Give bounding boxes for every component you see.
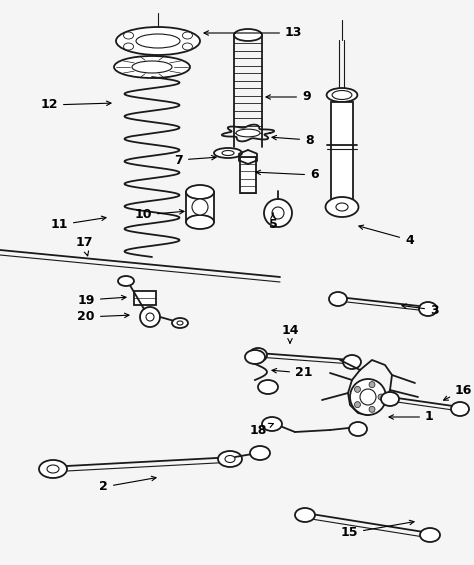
Ellipse shape: [262, 417, 282, 431]
Text: 6: 6: [256, 168, 319, 181]
Text: 8: 8: [272, 133, 314, 146]
Text: 18: 18: [250, 423, 273, 437]
Text: 21: 21: [272, 367, 312, 380]
Ellipse shape: [451, 402, 469, 416]
Ellipse shape: [332, 90, 352, 99]
Bar: [186, 192, 214, 222]
Ellipse shape: [39, 460, 67, 478]
Ellipse shape: [236, 129, 260, 137]
Bar: [331, 102, 353, 207]
Ellipse shape: [114, 56, 190, 78]
Ellipse shape: [295, 508, 315, 522]
Text: 16: 16: [444, 384, 473, 400]
Text: 2: 2: [99, 476, 156, 493]
Text: 14: 14: [281, 324, 299, 343]
Text: 17: 17: [75, 237, 93, 256]
Ellipse shape: [118, 276, 134, 286]
Ellipse shape: [272, 207, 284, 219]
Ellipse shape: [222, 150, 234, 155]
Ellipse shape: [258, 380, 278, 394]
Ellipse shape: [343, 355, 361, 369]
Ellipse shape: [355, 386, 361, 392]
Text: 4: 4: [359, 225, 414, 246]
Ellipse shape: [250, 446, 270, 460]
Text: 15: 15: [340, 520, 414, 540]
Text: 12: 12: [40, 98, 111, 111]
Ellipse shape: [146, 313, 154, 321]
Ellipse shape: [47, 465, 59, 473]
Text: 3: 3: [402, 303, 438, 316]
Ellipse shape: [172, 318, 188, 328]
Ellipse shape: [182, 43, 192, 50]
Ellipse shape: [192, 199, 208, 215]
Ellipse shape: [186, 185, 214, 199]
Ellipse shape: [360, 389, 376, 405]
Ellipse shape: [336, 203, 348, 211]
Ellipse shape: [186, 215, 214, 229]
Text: 7: 7: [174, 154, 216, 167]
Text: 11: 11: [51, 216, 106, 232]
Ellipse shape: [326, 197, 358, 217]
Ellipse shape: [327, 88, 357, 102]
Ellipse shape: [214, 148, 242, 158]
Text: 9: 9: [266, 90, 310, 103]
Text: 10: 10: [135, 208, 184, 221]
Ellipse shape: [349, 422, 367, 436]
Bar: [134, 291, 156, 305]
Ellipse shape: [136, 34, 180, 48]
Ellipse shape: [329, 292, 347, 306]
Ellipse shape: [116, 27, 200, 55]
Ellipse shape: [234, 29, 262, 41]
Ellipse shape: [140, 307, 160, 327]
Ellipse shape: [369, 381, 375, 388]
Ellipse shape: [350, 379, 386, 415]
Ellipse shape: [182, 32, 192, 39]
Ellipse shape: [177, 321, 183, 325]
Bar: [240, 157, 256, 193]
Ellipse shape: [124, 32, 134, 39]
Text: 20: 20: [78, 311, 129, 324]
Ellipse shape: [381, 392, 399, 406]
Ellipse shape: [369, 406, 375, 412]
Ellipse shape: [249, 348, 267, 362]
Ellipse shape: [132, 61, 172, 73]
Text: 5: 5: [269, 213, 277, 232]
Text: 1: 1: [389, 411, 434, 424]
Text: 13: 13: [204, 27, 302, 40]
Ellipse shape: [225, 455, 235, 463]
Ellipse shape: [419, 302, 437, 316]
Text: 19: 19: [78, 293, 126, 306]
Ellipse shape: [218, 451, 242, 467]
Ellipse shape: [355, 402, 361, 407]
Ellipse shape: [124, 43, 134, 50]
Ellipse shape: [264, 199, 292, 227]
Ellipse shape: [420, 528, 440, 542]
Ellipse shape: [378, 394, 384, 400]
Ellipse shape: [245, 350, 265, 364]
